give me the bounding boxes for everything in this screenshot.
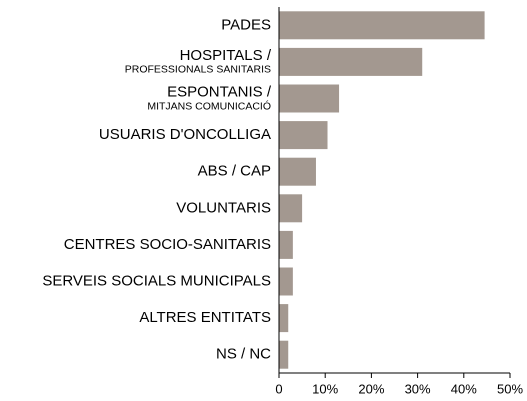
y-tick-label: ALTRES ENTITATS (139, 309, 271, 326)
y-tick-label: SERVEIS SOCIALS MUNICIPALS (42, 272, 271, 289)
y-tick-sublabel: MITJANS COMUNICACIÓ (147, 99, 271, 112)
bar (279, 230, 293, 259)
y-tick-sublabel: PROFESSIONALS SANITARIS (125, 64, 271, 76)
x-tick-label: 50% (497, 381, 523, 396)
y-tick-label: PADES (221, 16, 271, 33)
bar (279, 157, 316, 186)
bar (279, 194, 303, 223)
y-tick-label: USUARIS D'ONCOLLIGA (99, 126, 271, 143)
y-tick-label: ABS / CAP (198, 163, 271, 180)
x-tick-label: 30% (405, 381, 431, 396)
bar (279, 47, 423, 76)
y-tick-label: HOSPITALS / (180, 47, 272, 64)
x-tick-label: 40% (451, 381, 477, 396)
bar (279, 340, 289, 369)
x-tick-label: 10% (312, 381, 338, 396)
y-tick-label: CENTRES SOCIO-SANITARIS (64, 236, 271, 253)
bar (279, 11, 485, 40)
x-tick-label: 20% (358, 381, 384, 396)
y-tick-label: VOLUNTARIS (176, 199, 271, 216)
bar (279, 84, 340, 113)
x-tick-label: 0 (275, 381, 282, 396)
bar (279, 267, 293, 296)
y-tick-label: ESPONTANIS / (167, 83, 272, 100)
bar (279, 121, 328, 150)
bar (279, 304, 289, 333)
y-tick-label: NS / NC (216, 346, 271, 363)
